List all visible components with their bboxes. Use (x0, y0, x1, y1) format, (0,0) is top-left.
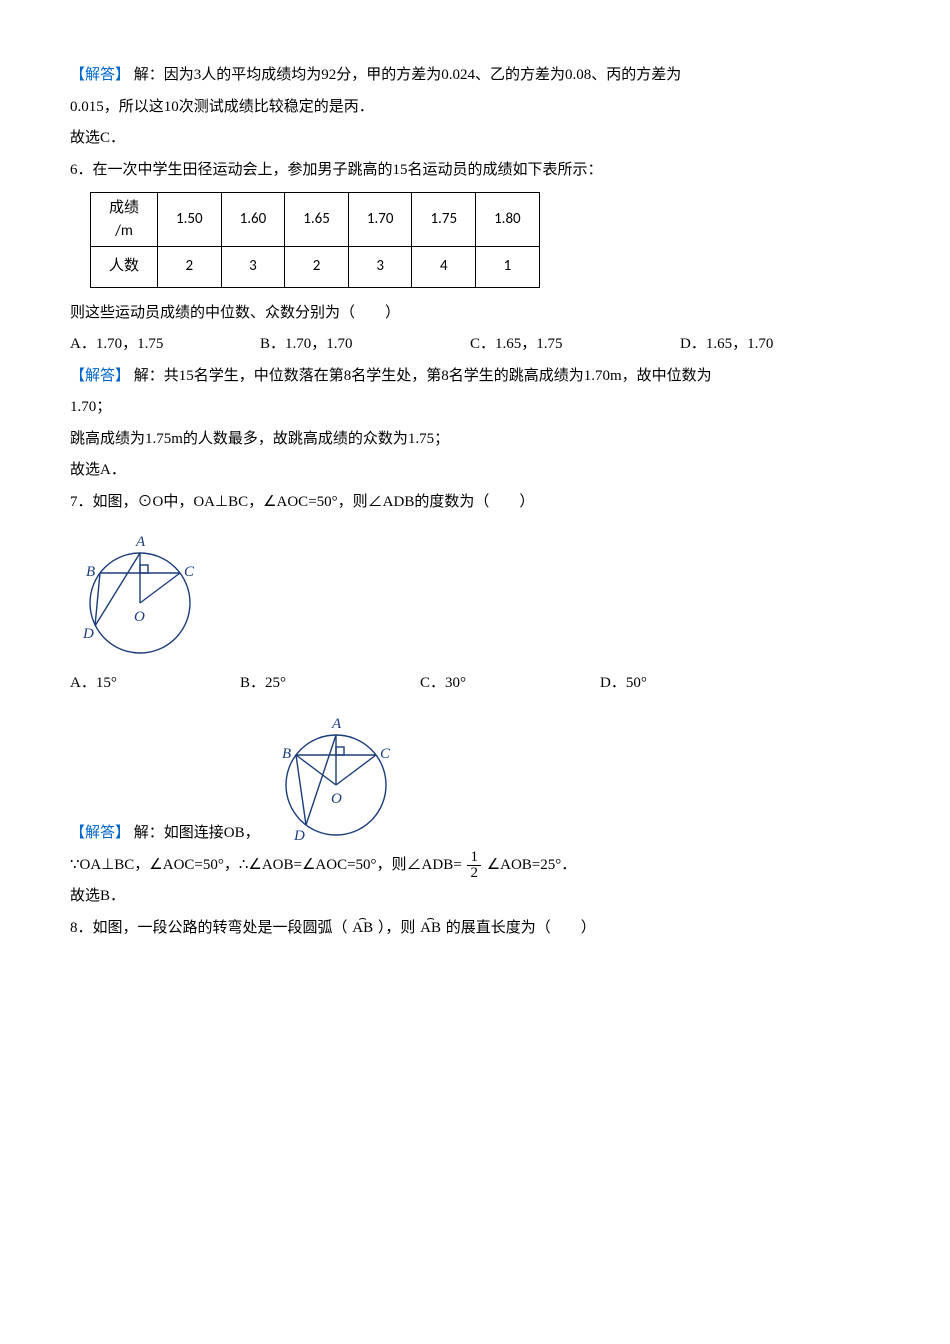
table-row2-label: 人数 (91, 247, 158, 288)
q6-opt-b: B．1.70，1.70 (260, 329, 470, 361)
q7-opt-a: A．15° (70, 668, 240, 700)
answer-tag: 【解答】 (70, 368, 130, 384)
svg-text:D: D (293, 828, 305, 844)
arc-ab-2: AB (419, 913, 442, 945)
q7-opt-d: D．50° (600, 668, 647, 700)
q7-conclusion: 故选B． (70, 881, 880, 913)
svg-text:A: A (331, 716, 342, 732)
table-row1-label: 成绩/m (91, 193, 158, 247)
answer-tag: 【解答】 (70, 67, 130, 83)
q7-line: ∵OA⊥BC，∠AOC=50°，∴∠AOB=∠AOC=50°，则∠ADB= 1 … (70, 850, 880, 882)
q6-stem: 6．在一次中学生田径运动会上，参加男子跳高的15名运动员的成绩如下表所示： (70, 155, 880, 187)
table-cell: 1.80 (476, 193, 540, 247)
q8-stem-c: 的展直长度为（ ） (446, 920, 596, 936)
q6-text-1: 解：共15名学生，中位数落在第8名学生处，第8名学生的跳高成绩为1.70m，故中… (134, 368, 712, 384)
q7-explain-row: 【解答】 解：如图连接OB， A B C O D (70, 700, 880, 850)
q8-stem-b: ），则 (378, 920, 416, 936)
q6-question: 则这些运动员成绩的中位数、众数分别为（ ） (70, 298, 880, 330)
table-cell: 1.50 (158, 193, 222, 247)
q7-options: A．15° B．25° C．30° D．50° (70, 668, 880, 700)
svg-text:A: A (135, 534, 146, 550)
svg-text:O: O (331, 791, 342, 807)
q7-opt-b: B．25° (240, 668, 420, 700)
q5-text-1: 解：因为3人的平均成绩均为92分，甲的方差为0.024、乙的方差为0.08、丙的… (134, 67, 682, 83)
q8-stem-a: 8．如图，一段公路的转弯处是一段圆弧（ (70, 920, 348, 936)
table-cell: 1 (476, 247, 540, 288)
q6-conclusion: 故选A． (70, 455, 880, 487)
fraction-half: 1 2 (467, 850, 481, 881)
svg-text:D: D (82, 626, 94, 642)
table-cell: 2 (285, 247, 349, 288)
table-cell: 1.75 (412, 193, 476, 247)
q7-figure-1: A B C O D (70, 518, 210, 668)
q6-explain-2: 1.70； (70, 392, 880, 424)
q5-conclusion: 故选C． (70, 123, 880, 155)
svg-text:C: C (380, 746, 391, 762)
table-cell: 1.60 (221, 193, 285, 247)
q6-options: A．1.70，1.75 B．1.70，1.70 C．1.65，1.75 D．1.… (70, 329, 880, 361)
table-cell: 3 (221, 247, 285, 288)
q5-explain-1: 【解答】 解：因为3人的平均成绩均为92分，甲的方差为0.024、乙的方差为0.… (70, 60, 880, 92)
q7-stem: 7．如图，⊙O中，OA⊥BC，∠AOC=50°，则∠ADB的度数为（ ） (70, 487, 880, 519)
q7-figure-2: A B C O D (266, 700, 406, 850)
svg-text:B: B (86, 564, 95, 580)
svg-text:C: C (184, 564, 195, 580)
table-cell: 1.65 (285, 193, 349, 247)
q6-opt-d: D．1.65，1.70 (680, 329, 773, 361)
arc-ab-1: AB (351, 913, 374, 945)
table-cell: 4 (412, 247, 476, 288)
q5-explain-2: 0.015，所以这10次测试成绩比较稳定的是丙． (70, 92, 880, 124)
q7-opt-c: C．30° (420, 668, 600, 700)
svg-text:O: O (134, 609, 145, 625)
q6-explain-1: 【解答】 解：共15名学生，中位数落在第8名学生处，第8名学生的跳高成绩为1.7… (70, 361, 880, 393)
answer-tag: 【解答】 (70, 825, 130, 841)
q7-line-a: ∵OA⊥BC，∠AOC=50°，∴∠AOB=∠AOC=50°，则∠ADB= (70, 857, 462, 873)
table-cell: 1.70 (348, 193, 412, 247)
q6-opt-a: A．1.70，1.75 (70, 329, 260, 361)
q7-explain-prefix: 解：如图连接OB， (134, 825, 260, 841)
q6-table: 成绩/m 1.50 1.60 1.65 1.70 1.75 1.80 人数 2 … (90, 192, 540, 288)
q8-stem: 8．如图，一段公路的转弯处是一段圆弧（ AB ），则 AB 的展直长度为（ ） (70, 913, 880, 945)
q6-explain-3: 跳高成绩为1.75m的人数最多，故跳高成绩的众数为1.75； (70, 424, 880, 456)
q6-opt-c: C．1.65，1.75 (470, 329, 680, 361)
table-cell: 3 (348, 247, 412, 288)
table-cell: 2 (158, 247, 222, 288)
svg-text:B: B (282, 746, 291, 762)
q7-line-b: ∠AOB=25°． (487, 857, 577, 873)
